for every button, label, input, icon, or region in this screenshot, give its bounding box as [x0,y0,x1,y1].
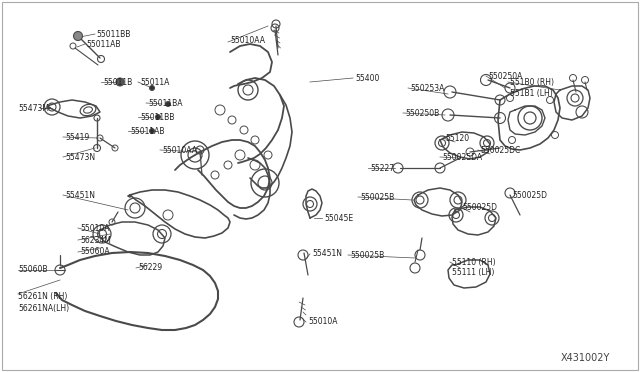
Text: 55451N: 55451N [65,190,95,199]
Text: 55045E: 55045E [324,214,353,222]
Text: 550025B: 550025B [350,250,384,260]
Circle shape [166,102,170,106]
Text: 550250A: 550250A [488,71,522,80]
Text: 55011AB: 55011AB [130,126,164,135]
Text: 55010A: 55010A [308,317,337,327]
Text: 55060A: 55060A [80,247,109,257]
Text: 55451N: 55451N [312,250,342,259]
Text: 55011BB: 55011BB [96,29,131,38]
Text: 56234M: 56234M [80,235,111,244]
Text: 55120: 55120 [445,134,469,142]
Text: 55010AA: 55010AA [230,35,265,45]
Text: 55010A: 55010A [80,224,109,232]
Text: 55227: 55227 [370,164,394,173]
Text: 55419: 55419 [65,132,89,141]
Text: 55011BA: 55011BA [148,99,182,108]
Text: 55111 (LH): 55111 (LH) [452,269,494,278]
Text: 55473N: 55473N [65,153,95,161]
Text: 550250B: 550250B [405,109,439,118]
Text: 550025B: 550025B [360,192,394,202]
Text: 55473M: 55473M [18,103,49,112]
Text: 551B0 (RH): 551B0 (RH) [510,77,554,87]
Text: 550025D: 550025D [462,202,497,212]
Text: 550025D: 550025D [512,190,547,199]
Text: 55011B: 55011B [103,77,132,87]
Text: 551B1 (LH): 551B1 (LH) [510,89,553,97]
Circle shape [74,32,83,41]
Text: 550025DC: 550025DC [480,145,520,154]
Text: 55011BB: 55011BB [140,112,174,122]
Text: 550253A: 550253A [410,83,444,93]
Text: 550025DA: 550025DA [442,153,482,161]
Text: 55011A: 55011A [140,77,170,87]
Text: 56229: 56229 [138,263,162,273]
Circle shape [150,128,154,134]
Text: X431002Y: X431002Y [561,353,610,363]
Text: 55010AA: 55010AA [162,145,197,154]
Circle shape [116,78,124,86]
Text: 56261N (RH): 56261N (RH) [18,292,67,301]
Circle shape [156,115,161,119]
Text: 56261NA(LH): 56261NA(LH) [18,304,69,312]
Text: 55011AB: 55011AB [86,39,120,48]
Text: 55110 (RH): 55110 (RH) [452,257,495,266]
Text: 55060B: 55060B [18,266,47,275]
Text: 55400: 55400 [355,74,380,83]
Circle shape [150,86,154,90]
